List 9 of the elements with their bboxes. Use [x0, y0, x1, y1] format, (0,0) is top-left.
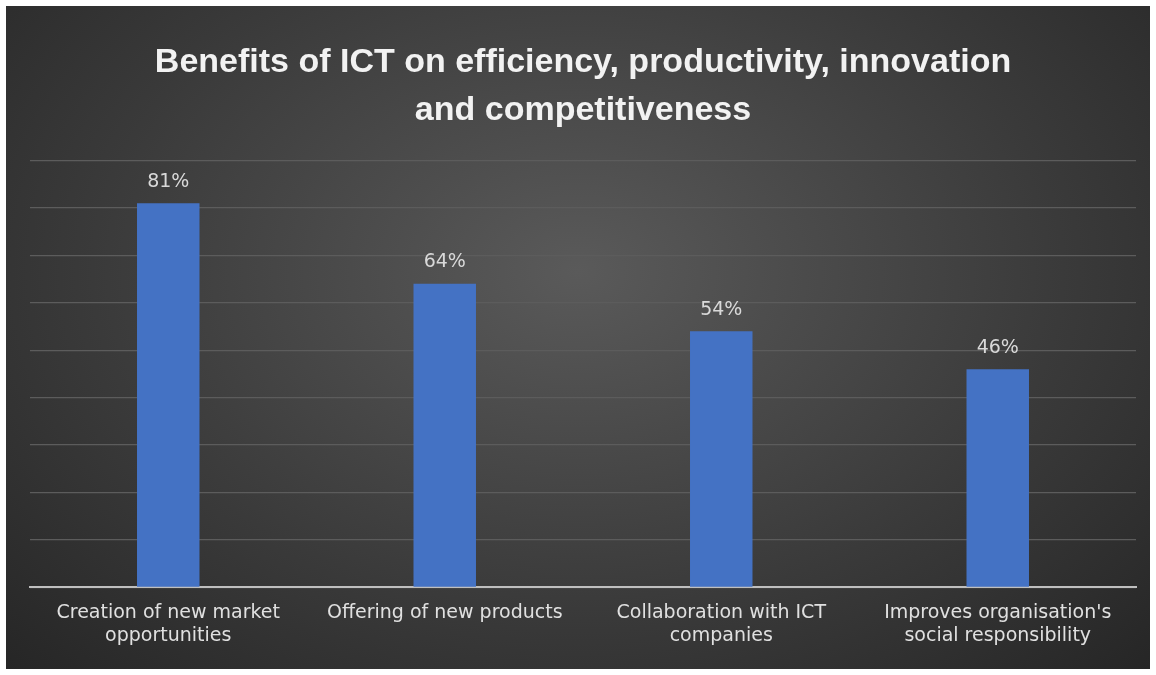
x-tick-label: Creation of new market opportunities: [56, 599, 281, 645]
x-tick-label: Collaboration with ICT companies: [616, 599, 827, 645]
data-label: 54%: [700, 296, 743, 319]
x-tick-label: Offering of new products: [326, 599, 563, 622]
data-label: 46%: [976, 334, 1019, 357]
x-tick-label: Improves organisation's social responsibility: [884, 599, 1112, 645]
data-label: 64%: [423, 249, 466, 272]
chart-title: Benefits of ICT on efficiency, productivity, innovation and competitiveness: [154, 40, 1012, 127]
data-label: 81%: [147, 168, 190, 191]
